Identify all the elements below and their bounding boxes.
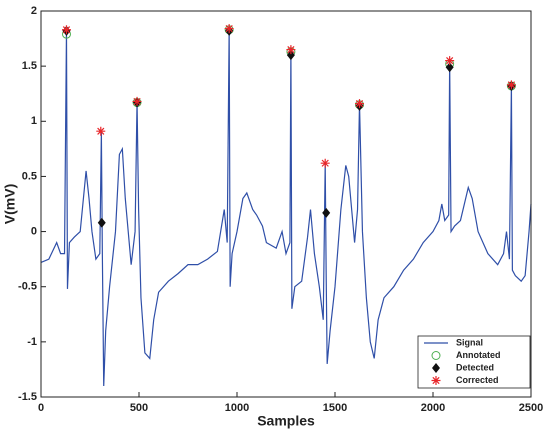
- corrected-marker: [445, 56, 455, 66]
- y-axis-title: V(mV): [2, 184, 18, 224]
- y-tick-label: -1: [27, 336, 37, 348]
- corrected-marker: [355, 99, 364, 109]
- plot-frame: [40, 10, 532, 398]
- legend-entry: Signal: [424, 337, 483, 347]
- legend-marker: [431, 351, 441, 360]
- legend-label: Signal: [456, 337, 483, 347]
- y-tick-label: -0.5: [18, 281, 37, 293]
- legend-marker: [431, 376, 441, 385]
- x-tick-label: 2000: [421, 402, 445, 414]
- corrected-marker: [506, 80, 516, 90]
- y-tick-label: 0: [31, 225, 37, 237]
- x-tick-label: 2500: [519, 402, 543, 414]
- y-tick-label: 1.5: [22, 60, 37, 72]
- legend-entry: Corrected: [431, 375, 499, 385]
- corrected-marker: [132, 96, 142, 106]
- detected-marker: [322, 207, 331, 218]
- x-axis-title: Samples: [257, 413, 315, 429]
- legend-label: Detected: [456, 362, 494, 372]
- corrected-marker: [96, 126, 106, 136]
- y-tick-label: -1.5: [18, 391, 37, 403]
- corrected-marker: [320, 158, 330, 168]
- x-tick-label: 1000: [225, 402, 249, 414]
- legend-label: Annotated: [456, 350, 501, 360]
- y-tick-label: 1: [31, 115, 37, 127]
- y-tick-label: 2: [31, 5, 37, 17]
- detected-marker: [97, 217, 106, 228]
- x-tick-label: 500: [130, 402, 148, 414]
- corrected-marker: [286, 45, 296, 55]
- x-tick-label: 1500: [323, 402, 347, 414]
- legend-entry: Detected: [432, 362, 494, 373]
- y-tick-label: 0.5: [22, 170, 37, 182]
- legend-label: Corrected: [456, 375, 499, 385]
- detected-marker: [286, 50, 295, 61]
- legend-entry: Annotated: [431, 350, 501, 360]
- corrected-marker: [61, 25, 71, 35]
- detected-marker: [445, 62, 454, 73]
- x-tick-label: 0: [38, 402, 44, 414]
- legend-marker: [432, 363, 440, 373]
- corrected-marker: [224, 24, 234, 34]
